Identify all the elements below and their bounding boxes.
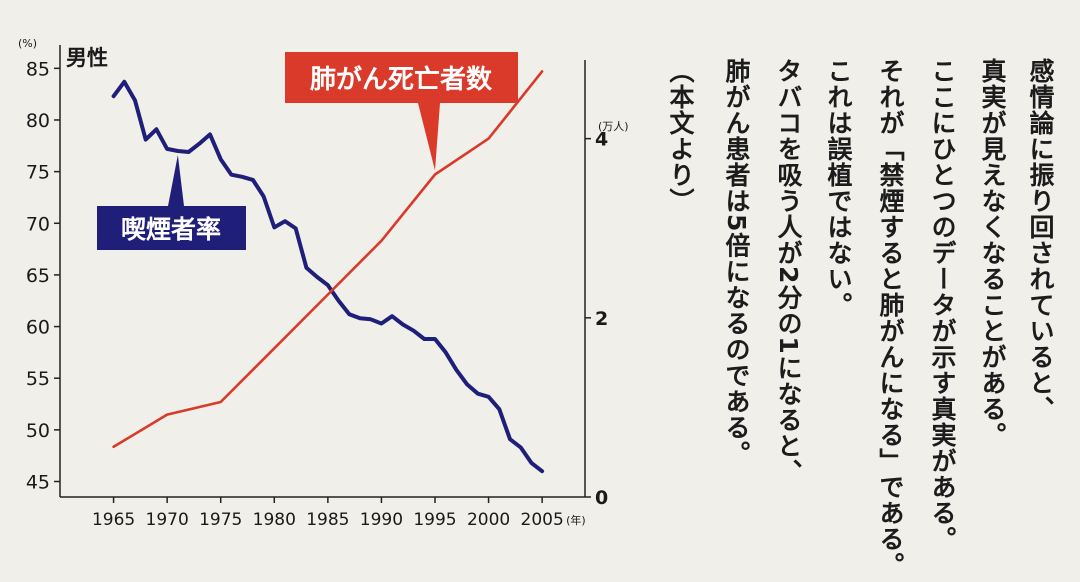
x-unit: (年) xyxy=(566,513,586,527)
callout-pointer-smoking xyxy=(168,154,184,206)
y-left-tick-label: 75 xyxy=(26,162,50,184)
text-column-2: 真実が見えなくなることがある。 xyxy=(978,58,1007,448)
text-column-4: それが「禁煙すると肺がんになる」である。 xyxy=(876,58,905,578)
callout-box-deaths xyxy=(285,52,518,103)
x-tick-label: 1965 xyxy=(92,510,135,530)
callout-label-smoking: 喫煙者率 xyxy=(121,215,221,244)
chart: 45 50 55 60 65 70 75 80 85 (%) 男性 0 2 4(万人) 1965 1970 19… xyxy=(18,37,629,530)
text-column-6: タバコを吸う人が2分の1になると、 xyxy=(774,58,803,485)
text-column-7: 肺がん患者は5倍になるのである。 xyxy=(722,58,751,467)
y-left-tick-label: 70 xyxy=(26,213,50,235)
callout-label-deaths: 肺がん死亡者数 xyxy=(310,64,493,95)
y-left-tick-label: 55 xyxy=(26,368,50,390)
y-left-tick-label: 60 xyxy=(26,317,50,339)
x-tick-label: 1995 xyxy=(413,510,456,530)
chart-title: 男性 xyxy=(66,46,108,70)
y-left-tick-label: 50 xyxy=(26,420,50,442)
y-left-tick-label: 80 xyxy=(26,110,50,132)
series-line-0 xyxy=(111,79,545,474)
x-tick-label: 1975 xyxy=(199,510,242,530)
y-left-tick-label: 85 xyxy=(26,58,50,80)
x-tick-label: 1985 xyxy=(306,510,349,530)
text-column-1: 感情論に振り回されていると、 xyxy=(1026,58,1055,422)
y-right-tick-label: 0 xyxy=(595,487,608,509)
x-tick-label: 1990 xyxy=(360,510,403,530)
callout-pointer-deaths xyxy=(418,103,440,171)
callout-box-smoking xyxy=(97,206,246,250)
x-tick-label: 2005 xyxy=(521,510,564,530)
y-right-unit: (万人) xyxy=(598,120,629,133)
x-tick-label: 2000 xyxy=(467,510,510,530)
y-right-tick-label: 4 xyxy=(595,129,608,151)
x-tick-label: 1970 xyxy=(146,510,189,530)
y-left-tick-label: 65 xyxy=(26,265,50,287)
x-tick-label: 1980 xyxy=(253,510,296,530)
text-column-3: ここにひとつのデータが示す真実がある。 xyxy=(928,58,957,552)
y-left-unit: (%) xyxy=(18,37,37,50)
text-column-8: （本文より） xyxy=(666,58,695,214)
series-line-1 xyxy=(112,70,544,449)
y-left-tick-label: 45 xyxy=(26,472,50,494)
y-right-tick-label: 2 xyxy=(595,308,608,330)
text-column-5: これは誤植ではない。 xyxy=(824,58,853,318)
